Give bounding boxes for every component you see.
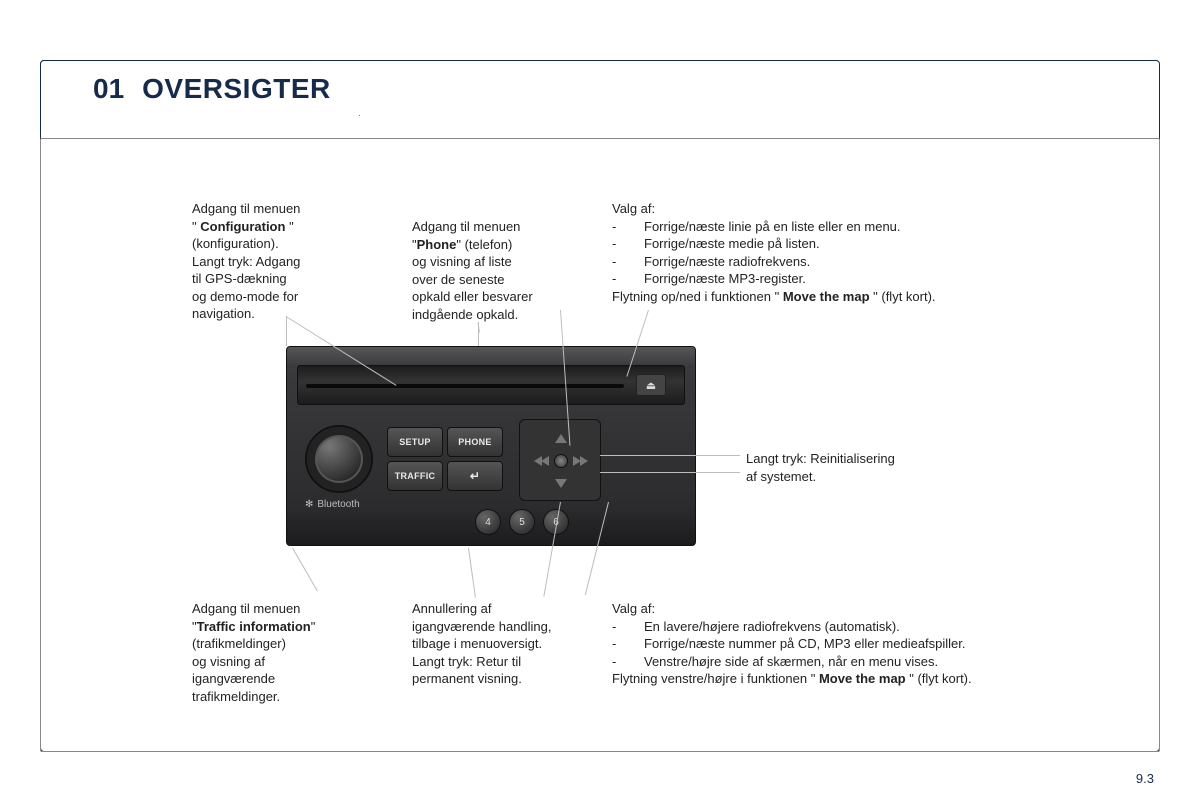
rotary-knob[interactable] — [305, 425, 373, 493]
leader-line — [600, 455, 740, 456]
callout-reinit: Langt tryk: Reinitialisering af systemet… — [746, 450, 966, 485]
section-title: OVERSIGTER — [142, 73, 331, 105]
back-button[interactable]: ↵ — [447, 461, 503, 491]
callout-phone: Adgang til menuen "Phone" (telefon) og v… — [412, 218, 572, 323]
bluetooth-icon: ✻ — [305, 499, 313, 510]
callout-selection-bottom: Valg af: -En lavere/højere radiofrekvens… — [612, 600, 1092, 688]
callout-selection-top: Valg af: -Forrige/næste linie på en list… — [612, 200, 1052, 305]
leader-line — [600, 472, 740, 473]
eject-icon: ⏏ — [646, 379, 656, 392]
dpad[interactable] — [534, 434, 588, 488]
leader-line — [286, 316, 287, 346]
setup-button[interactable]: SETUP — [387, 427, 443, 457]
phone-button[interactable]: PHONE — [447, 427, 503, 457]
callout-configuration: Adgang til menuen " Configuration " (kon… — [192, 200, 342, 323]
section-number: 01 — [93, 73, 124, 105]
arrow-right-icon — [580, 456, 588, 466]
eject-button[interactable]: ⏏ — [636, 374, 666, 396]
callout-back: Annullering af igangværende handling, ti… — [412, 600, 592, 688]
arrow-left-icon — [541, 456, 549, 466]
arrow-up-icon — [555, 434, 567, 443]
traffic-button[interactable]: TRAFFIC — [387, 461, 443, 491]
preset-4-button[interactable]: 4 — [475, 509, 501, 535]
bluetooth-label: ✻ Bluetooth — [305, 499, 360, 510]
arrow-down-icon — [555, 479, 567, 488]
arrow-right-icon — [573, 456, 581, 466]
section-title-tab: 01 OVERSIGTER — [40, 60, 360, 116]
preset-5-button[interactable]: 5 — [509, 509, 535, 535]
dpad-panel — [519, 419, 601, 501]
cd-slot: ⏏ — [297, 365, 685, 405]
radio-head-unit: ⏏ SETUP PHONE TRAFFIC ↵ ✻ Bluetooth 4 5 … — [286, 346, 696, 546]
dpad-center-button[interactable] — [554, 454, 568, 468]
page-number: 9.3 — [1136, 771, 1154, 786]
callout-traffic: Adgang til menuen "Traffic information" … — [192, 600, 362, 705]
